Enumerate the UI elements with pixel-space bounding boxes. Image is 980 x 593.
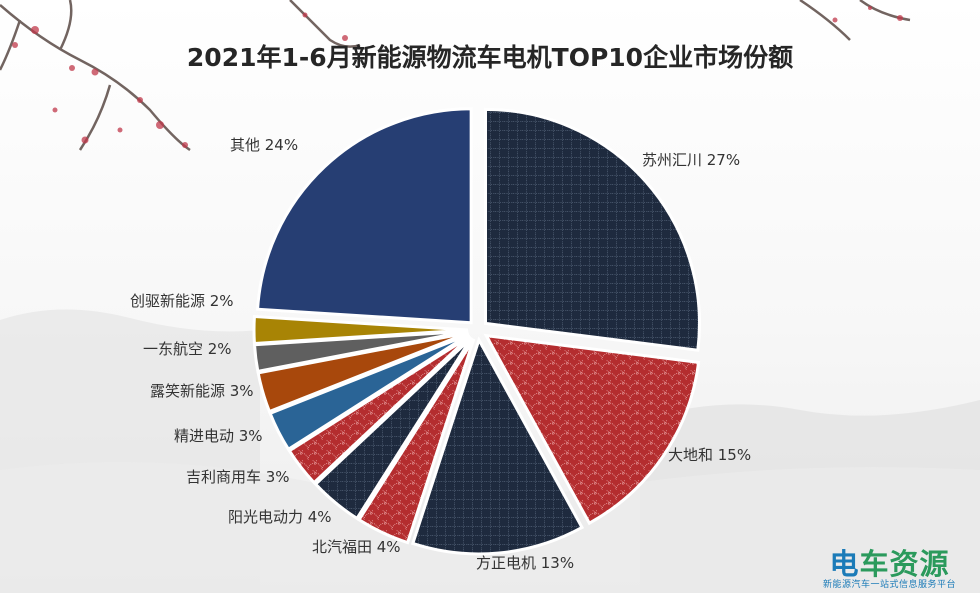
plum-blossom-decoration <box>12 6 903 148</box>
pie-slice-10 <box>252 314 469 346</box>
slice-label-5: 阳光电动力 4% <box>228 508 332 526</box>
pie-slice-6 <box>287 334 472 485</box>
slice-label-7: 精进电动 3% <box>174 427 263 445</box>
pie-slice-11 <box>255 107 473 325</box>
slice-label-11: 其他 24% <box>230 136 298 154</box>
slice-label-3: 方正电机 13% <box>476 554 574 572</box>
pie-slice-2 <box>483 333 701 526</box>
slice-label-9: 一东航空 2% <box>143 340 232 358</box>
brand-watermark: 电车资源 新能源汽车一站式信息服务平台 <box>807 548 972 591</box>
pie-slice-7 <box>268 333 470 452</box>
pie-slice-3 <box>410 336 585 556</box>
slice-label-6: 吉利商用车 3% <box>186 468 290 486</box>
slice-label-10: 创驱新能源 2% <box>130 292 234 310</box>
pie-slice-4 <box>357 338 476 545</box>
brand-tagline: 新能源汽车一站式信息服务平台 <box>822 580 956 590</box>
slice-label-8: 露笑新能源 3% <box>150 382 254 400</box>
slice-label-4: 北汽福田 4% <box>312 538 401 556</box>
slice-label-1: 苏州汇川 27% <box>642 151 740 169</box>
pie-slice-1 <box>484 107 701 352</box>
slice-label-2: 大地和 15% <box>668 446 751 464</box>
pie-slice-8 <box>256 331 469 414</box>
plum-branch-decoration <box>0 0 911 152</box>
chart-title: 2021年1-6月新能源物流车电机TOP10企业市场份额 <box>186 43 794 72</box>
brand-logo: 电车资源 <box>829 547 950 581</box>
pie-slice-5 <box>313 336 473 521</box>
